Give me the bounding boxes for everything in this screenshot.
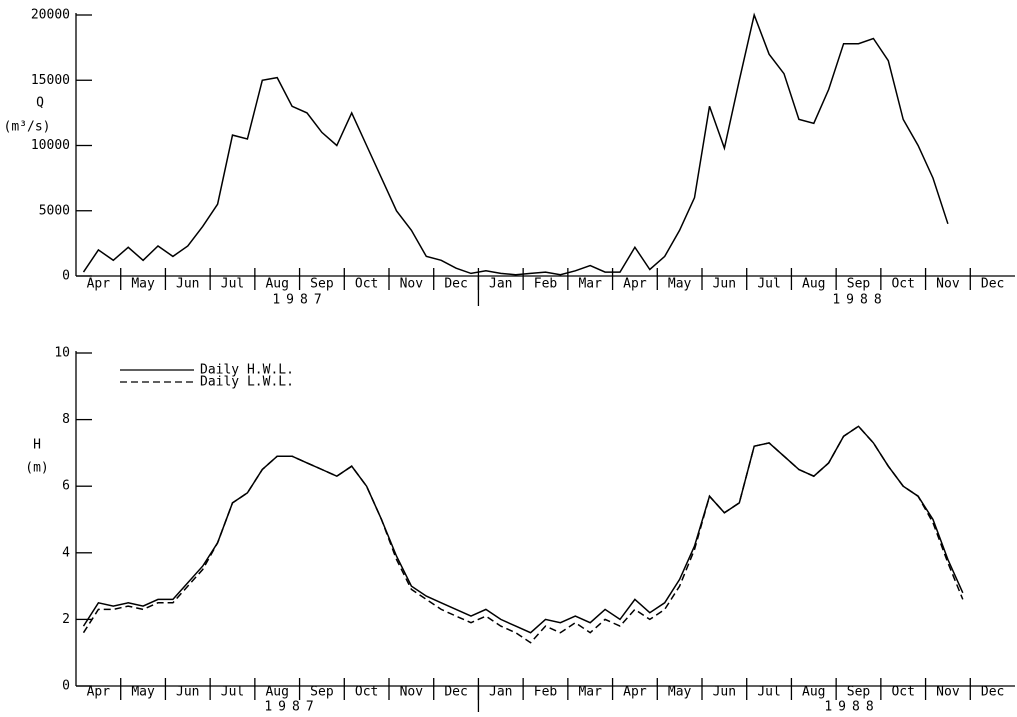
year-label: 1987 xyxy=(264,700,319,715)
x-tick-label: Aug xyxy=(265,685,288,700)
x-tick-label: May xyxy=(668,685,692,700)
y-axis-title: Q xyxy=(36,96,44,111)
x-tick-label: Nov xyxy=(400,685,424,700)
x-tick-label: Sep xyxy=(310,277,334,292)
x-tick-label: Oct xyxy=(355,685,378,700)
x-tick-label: Aug xyxy=(802,277,825,292)
x-tick-label: Sep xyxy=(847,277,871,292)
y-tick-label: 8 xyxy=(62,412,70,427)
y-tick-label: 10 xyxy=(54,346,70,361)
year-label: 1987 xyxy=(272,293,327,308)
x-tick-label: Aug xyxy=(265,277,288,292)
x-tick-label: Feb xyxy=(534,685,558,700)
y-tick-label: 6 xyxy=(62,479,70,494)
y-tick-label: 20000 xyxy=(31,8,70,23)
x-tick-label: Feb xyxy=(534,277,558,292)
x-tick-label: Jul xyxy=(221,277,244,292)
legend-label: Daily H.W.L. xyxy=(200,363,294,378)
x-tick-label: May xyxy=(131,277,155,292)
y-axis-unit: (m) xyxy=(25,461,48,476)
x-tick-label: Mar xyxy=(578,685,602,700)
x-tick-label: Sep xyxy=(310,685,334,700)
year-label: 1988 xyxy=(832,293,887,308)
x-tick-label: Apr xyxy=(623,277,647,292)
y-axis-title: H xyxy=(33,438,41,453)
y-tick-label: 15000 xyxy=(31,73,70,88)
x-tick-label: Apr xyxy=(87,685,111,700)
x-tick-label: Sep xyxy=(847,685,871,700)
x-tick-label: Dec xyxy=(981,685,1004,700)
x-tick-label: Jun xyxy=(713,685,736,700)
series-line xyxy=(82,425,964,634)
x-tick-label: Oct xyxy=(355,277,378,292)
x-tick-label: Jun xyxy=(176,685,199,700)
x-tick-label: Jul xyxy=(757,277,780,292)
x-tick-label: Mar xyxy=(578,277,602,292)
x-tick-label: Dec xyxy=(444,277,467,292)
x-tick-label: Jan xyxy=(489,685,512,700)
x-tick-label: Oct xyxy=(891,685,914,700)
x-tick-label: Oct xyxy=(891,277,914,292)
x-tick-label: May xyxy=(668,277,692,292)
x-tick-label: Apr xyxy=(623,685,647,700)
x-tick-label: Dec xyxy=(981,277,1004,292)
x-tick-label: Apr xyxy=(87,277,111,292)
y-tick-label: 4 xyxy=(62,545,70,560)
x-tick-label: Jul xyxy=(221,685,244,700)
x-tick-label: Jun xyxy=(176,277,199,292)
x-tick-label: May xyxy=(131,685,155,700)
x-tick-label: Nov xyxy=(400,277,424,292)
x-tick-label: Jun xyxy=(713,277,736,292)
x-tick-label: Aug xyxy=(802,685,825,700)
y-tick-label: 10000 xyxy=(31,138,70,153)
series-line xyxy=(82,12,949,276)
x-tick-label: Jul xyxy=(757,685,780,700)
x-tick-label: Nov xyxy=(936,685,960,700)
y-tick-label: 2 xyxy=(62,612,70,627)
y-tick-label: 0 xyxy=(62,679,70,694)
x-tick-label: Jan xyxy=(489,277,512,292)
x-tick-label: Dec xyxy=(444,685,467,700)
y-axis-unit: (m³/s) xyxy=(4,120,51,135)
x-tick-label: Nov xyxy=(936,277,960,292)
legend-label: Daily L.W.L. xyxy=(200,375,294,390)
series-line xyxy=(82,425,964,644)
y-tick-label: 0 xyxy=(62,269,70,284)
year-label: 1988 xyxy=(824,700,879,715)
y-tick-label: 5000 xyxy=(39,203,70,218)
